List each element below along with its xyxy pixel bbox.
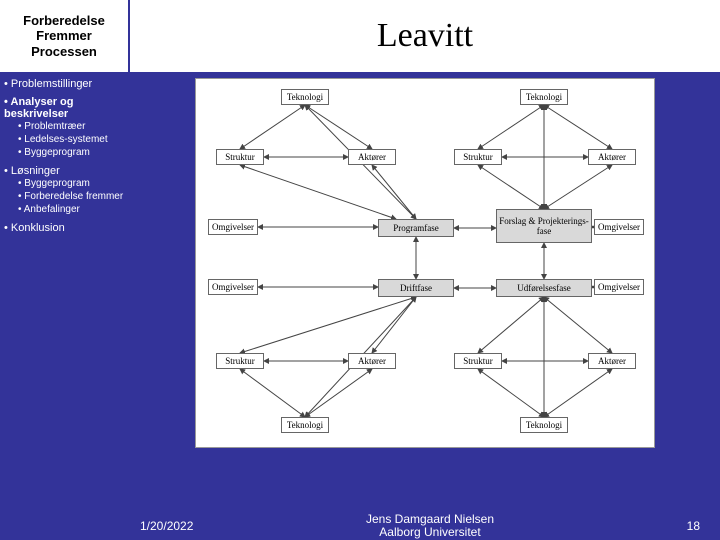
diagram-node-q2_akt: Aktører <box>588 149 636 165</box>
logo-line1: Forberedelse <box>23 13 105 29</box>
nav-subitem[interactable]: • Ledelses-systemet <box>4 133 126 146</box>
nav-item[interactable]: • Problemstillinger <box>4 78 126 90</box>
nav-subitem[interactable]: • Forberedelse fremmer <box>4 190 126 203</box>
diagram-node-q2_tek: Teknologi <box>520 89 568 105</box>
diagram-node-q4_udf: Udførelsesfase <box>496 279 592 297</box>
diagram-node-q3_drift: Driftfase <box>378 279 454 297</box>
page-number: 18 <box>660 519 720 533</box>
nav-subitem[interactable]: • Anbefalinger <box>4 203 126 216</box>
diagram-node-q1_omg: Omgivelser <box>208 219 258 235</box>
nav-item[interactable]: • Analyser og beskrivelser <box>4 96 126 120</box>
diagram-node-q3_tek: Teknologi <box>281 417 329 433</box>
diagram-node-q2_str: Struktur <box>454 149 502 165</box>
logo-box: Forberedelse Fremmer Processen <box>0 0 130 72</box>
leavitt-diagram: Teknologi Struktur Aktører Programfase Omgiv… <box>195 78 655 448</box>
diagram-node-q1_prog: Programfase <box>378 219 454 237</box>
main: • Problemstillinger • Analyser og beskri… <box>0 72 720 512</box>
sidebar: • Problemstillinger • Analyser og beskri… <box>0 72 130 512</box>
diagram-node-q1_tek: Teknologi <box>281 89 329 105</box>
diagram-node-q4_akt: Aktører <box>588 353 636 369</box>
diagram-node-q3_omg: Omgivelser <box>208 279 258 295</box>
footer-author: Jens Damgaard Nielsen Aalborg Universite… <box>200 513 660 539</box>
content-area: Teknologi Struktur Aktører Programfase Omgiv… <box>130 72 720 512</box>
header: Forberedelse Fremmer Processen Leavitt <box>0 0 720 72</box>
slide-title: Leavitt <box>130 0 720 72</box>
footer: 1/20/2022 Jens Damgaard Nielsen Aalborg … <box>0 512 720 540</box>
diagram-node-q1_akt: Aktører <box>348 149 396 165</box>
diagram-node-q4_str: Struktur <box>454 353 502 369</box>
nav-item[interactable]: • Løsninger <box>4 165 126 177</box>
footer-date: 1/20/2022 <box>0 519 200 533</box>
nav-subitem[interactable]: • Problemtræer <box>4 120 126 133</box>
logo-line2: Fremmer <box>23 28 105 44</box>
diagram-node-q1_str: Struktur <box>216 149 264 165</box>
logo-line3: Processen <box>23 44 105 60</box>
diagram-node-q3_str: Struktur <box>216 353 264 369</box>
diagram-arrows <box>196 79 656 449</box>
nav-item[interactable]: • Konklusion <box>4 222 126 234</box>
nav-subitem[interactable]: • Byggeprogram <box>4 177 126 190</box>
nav-subitem[interactable]: • Byggeprogram <box>4 146 126 159</box>
diagram-node-q3_akt: Aktører <box>348 353 396 369</box>
diagram-node-q2_omg: Omgivelser <box>594 219 644 235</box>
diagram-node-q2_proj: Forslag & Projekterings-fase <box>496 209 592 243</box>
diagram-node-q4_omg: Omgivelser <box>594 279 644 295</box>
diagram-node-q4_tek: Teknologi <box>520 417 568 433</box>
